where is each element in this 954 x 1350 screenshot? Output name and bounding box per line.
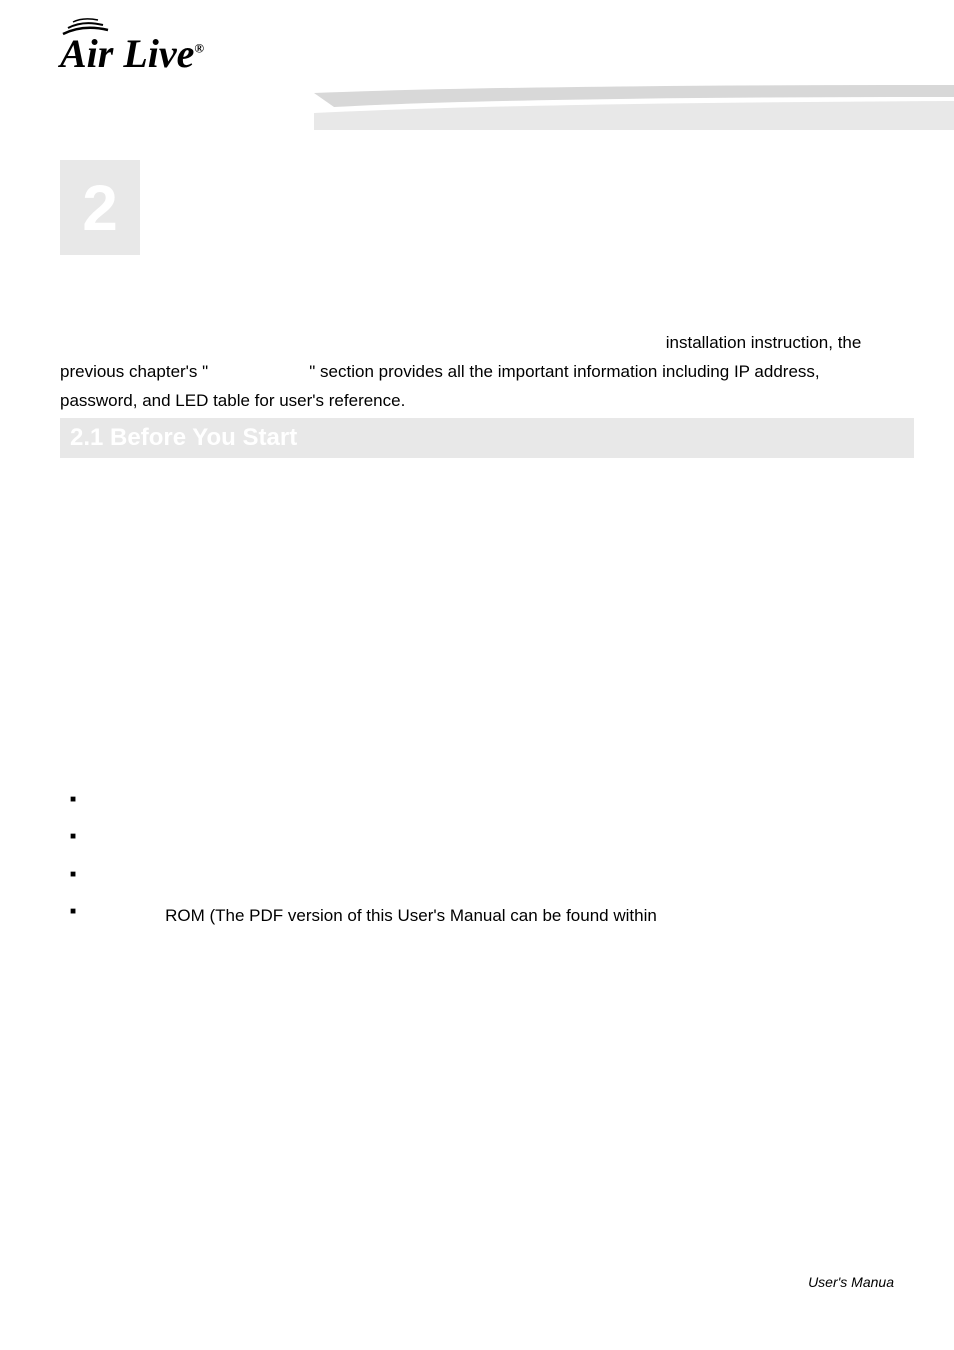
section-header-2-1: 2.1 Before You Start [60,418,914,458]
package-intro-text: The AirMax5X package contains the follow… [60,730,453,750]
header-sweep-graphic [314,85,954,130]
intro-paragraph: This section describes the hardware feat… [60,300,894,416]
footer-right: AirLive AirMax5X User's Manua [787,1258,894,1290]
chapter-title: Installing the AirMax5X [320,160,671,197]
list-item: One AirMax5X main unit [70,785,662,822]
section-header-2-2: 2.2 Package Content [60,675,295,703]
list-item: One CD-ROM (The PDF version of this User… [70,897,662,934]
before-start-text: It is important to read through this sec… [60,475,894,562]
footer-manual: User's Manua [787,1274,894,1290]
intro-text-hidden-2: Key Features [208,362,309,381]
footer-product: AirLive AirMax5X [787,1258,894,1274]
package-content-list: One AirMax5X main unit One 24V 0.5A PoE … [70,785,662,935]
chapter-number-block: 2 [60,160,140,255]
page-number: 10 [60,1290,79,1310]
page-header: Air Live® [0,0,954,130]
airlive-logo: Air Live® [60,30,240,77]
list-item: Quick Start Guide [70,860,662,897]
list-item: One 24V 0.5A PoE power supply/injector [70,822,662,859]
logo-text: Air Live® [60,31,204,76]
